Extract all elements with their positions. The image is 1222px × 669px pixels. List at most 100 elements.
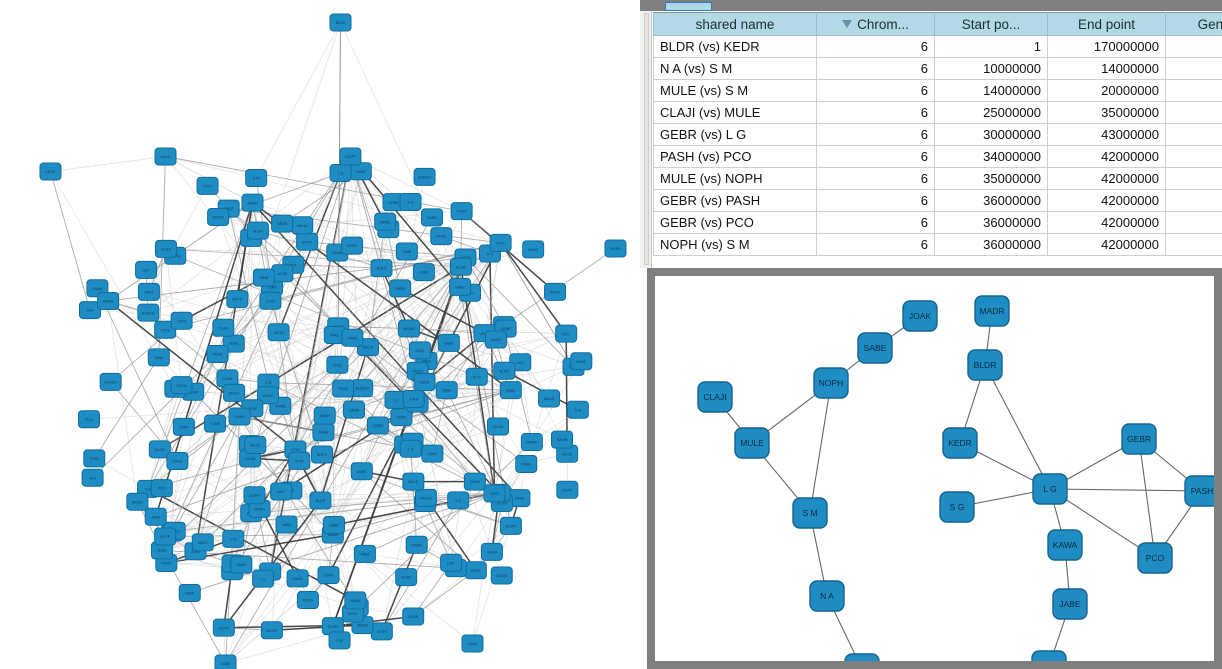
node-box[interactable] xyxy=(126,492,149,511)
network-edge[interactable] xyxy=(332,211,462,535)
network-edge[interactable] xyxy=(165,534,333,537)
cell-genetic[interactable]: 8.9 xyxy=(1165,189,1222,212)
node-box[interactable] xyxy=(246,221,269,240)
edge-table[interactable]: shared name Chrom... Start po... End point G… xyxy=(653,12,1222,268)
network-edge[interactable] xyxy=(367,286,461,348)
network-node[interactable]: KENY xyxy=(256,386,279,405)
node-box[interactable] xyxy=(1052,588,1088,620)
network-node[interactable]: TUNS xyxy=(204,414,227,433)
network-node[interactable]: MOZM xyxy=(490,566,513,585)
network-node[interactable]: ANGO xyxy=(522,240,545,259)
network-node[interactable]: MADR xyxy=(405,535,428,554)
network-node[interactable]: MULE xyxy=(191,533,214,552)
node-box[interactable] xyxy=(486,417,509,436)
node-box[interactable] xyxy=(204,414,227,433)
network-node[interactable]: IRAQ xyxy=(499,381,522,400)
network-edge[interactable] xyxy=(1138,438,1156,559)
network-node[interactable]: TUNS xyxy=(166,451,189,470)
network-edge[interactable] xyxy=(148,291,160,358)
table-row[interactable]: MULE (vs) S M614000000200000007.5 xyxy=(653,79,1222,102)
node-box[interactable] xyxy=(412,263,435,282)
node-box[interactable] xyxy=(230,555,253,574)
network-node[interactable]: LIBY xyxy=(440,553,463,572)
node-box[interactable] xyxy=(144,507,167,526)
node-box[interactable] xyxy=(1137,542,1173,574)
network-node[interactable]: MULE xyxy=(154,147,177,166)
node-box[interactable] xyxy=(449,257,472,276)
network-edge[interactable] xyxy=(232,202,253,564)
node-box[interactable] xyxy=(226,290,249,309)
network-node[interactable]: PASH xyxy=(515,454,538,473)
table-row[interactable]: CLAJI (vs) MULE625000000350000005.9 xyxy=(653,101,1222,124)
network-node[interactable]: LIBY xyxy=(270,482,293,501)
cell-end_point[interactable]: 42000000 xyxy=(1047,233,1166,256)
node-box[interactable] xyxy=(857,332,893,364)
network-node[interactable]: ZAMB xyxy=(463,472,486,491)
network-node[interactable]: MIWE xyxy=(350,462,373,481)
network-node[interactable]: NOPH xyxy=(813,367,849,399)
node-box[interactable] xyxy=(734,427,770,459)
cell-genetic[interactable]: 11.4 xyxy=(1165,145,1222,168)
network-node[interactable]: TANZ xyxy=(147,348,170,367)
node-box[interactable] xyxy=(342,400,365,419)
network-node[interactable]: ALGR xyxy=(246,221,269,240)
network-edge[interactable] xyxy=(89,309,339,327)
network-node[interactable]: ETHI xyxy=(402,390,425,409)
network-node[interactable]: SYRI xyxy=(170,311,193,330)
network-edge[interactable] xyxy=(332,288,401,535)
node-box[interactable] xyxy=(260,621,283,640)
network-node[interactable]: JOAK xyxy=(421,444,444,463)
node-box[interactable] xyxy=(191,533,214,552)
network-edge[interactable] xyxy=(431,389,448,454)
node-box[interactable] xyxy=(326,355,349,374)
network-edge[interactable] xyxy=(271,286,338,366)
table-row[interactable]: PASH (vs) PCO6340000004200000011.4 xyxy=(653,145,1222,168)
node-box[interactable] xyxy=(437,333,460,352)
network-edge[interactable] xyxy=(448,342,521,363)
network-node[interactable]: N A xyxy=(78,301,101,320)
node-box[interactable] xyxy=(489,233,512,252)
node-box[interactable] xyxy=(135,260,158,279)
network-node[interactable]: ALMCH xyxy=(1031,650,1067,661)
network-node[interactable]: CLAJI xyxy=(697,381,733,413)
network-edge[interactable] xyxy=(158,357,269,383)
network-node[interactable]: MIWE xyxy=(430,227,453,246)
network-node[interactable]: JOAK xyxy=(461,634,484,653)
cell-chromosome[interactable]: 6 xyxy=(816,167,935,190)
node-box[interactable] xyxy=(154,239,177,258)
network-node[interactable]: EGYP xyxy=(154,527,177,546)
network-node[interactable]: GEBR xyxy=(1121,423,1157,455)
table-row[interactable]: BLDR (vs) KEDR61170000000192.0 xyxy=(653,35,1222,58)
cell-shared_name[interactable]: PASH (vs) PCO xyxy=(653,145,817,168)
node-box[interactable] xyxy=(212,618,235,637)
node-box[interactable] xyxy=(317,566,340,585)
network-edge[interactable] xyxy=(161,202,253,551)
network-edge[interactable] xyxy=(307,389,512,601)
network-edge[interactable] xyxy=(393,201,461,288)
column-header-shared_name[interactable]: shared name xyxy=(653,12,817,36)
cell-chromosome[interactable]: 6 xyxy=(816,145,935,168)
network-node[interactable]: SABE xyxy=(322,516,345,535)
network-edge[interactable] xyxy=(161,264,294,551)
node-box[interactable] xyxy=(550,430,573,449)
cell-genetic[interactable]: 5.9 xyxy=(1165,101,1222,124)
node-box[interactable] xyxy=(538,389,561,408)
node-box[interactable] xyxy=(271,214,294,233)
network-node[interactable]: L G xyxy=(384,390,407,409)
node-box[interactable] xyxy=(604,239,627,258)
network-edge[interactable] xyxy=(381,493,495,632)
node-box[interactable] xyxy=(339,147,362,166)
node-box[interactable] xyxy=(792,497,828,529)
cell-chromosome[interactable]: 6 xyxy=(816,35,935,58)
cell-end_point[interactable]: 42000000 xyxy=(1047,211,1166,234)
network-edge[interactable] xyxy=(161,550,264,580)
network-node[interactable]: MIWE xyxy=(844,653,880,661)
node-box[interactable] xyxy=(484,330,507,349)
network-node[interactable]: SYRI xyxy=(288,451,311,470)
node-box[interactable] xyxy=(408,341,431,360)
network-node[interactable]: PASH xyxy=(1184,475,1214,507)
network-edge[interactable] xyxy=(336,171,362,253)
network-node[interactable]: JABE xyxy=(275,515,298,534)
network-node[interactable]: CLAJI xyxy=(154,239,177,258)
node-box[interactable] xyxy=(402,472,425,491)
